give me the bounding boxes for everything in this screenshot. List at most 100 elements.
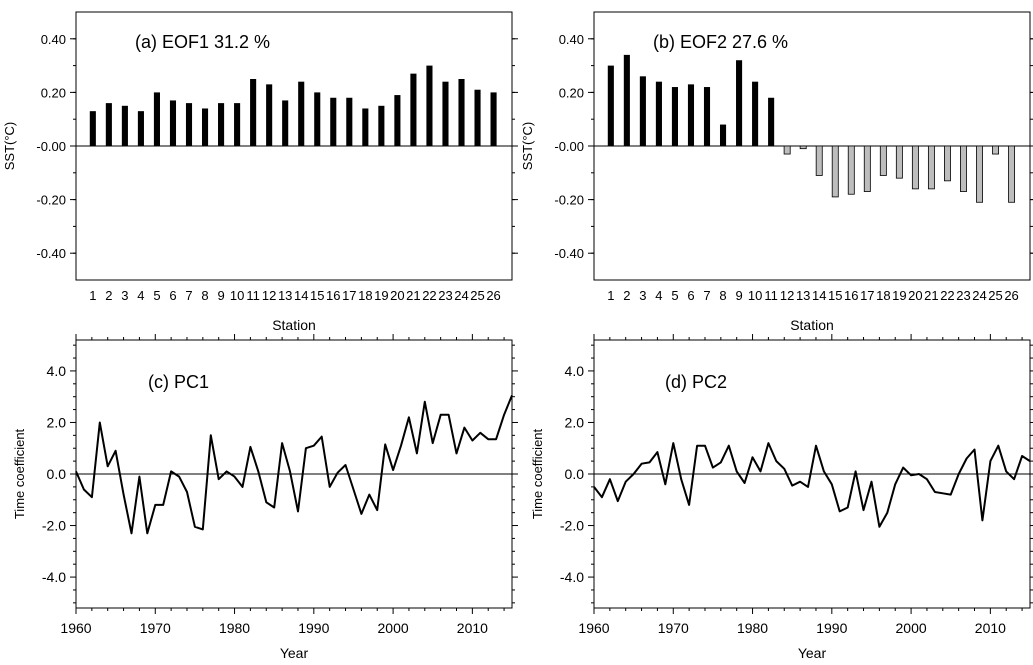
bar-station-23 — [442, 81, 449, 146]
bar-station-17 — [863, 145, 871, 192]
x-tick-label: 2 — [623, 288, 630, 303]
bar-station-3 — [639, 76, 646, 146]
bar-station-16 — [847, 145, 855, 195]
x-tick-label: 10 — [748, 288, 762, 303]
y-axis-label: Time coefficient — [12, 428, 27, 519]
x-tick-label: 2010 — [457, 620, 488, 636]
x-tick-label: 23 — [956, 288, 970, 303]
bar-station-9 — [736, 60, 743, 146]
bar-station-13 — [282, 100, 289, 146]
y-tick-label: 2.0 — [47, 414, 67, 430]
y-tick-label: -0.20 — [36, 193, 66, 208]
y-tick-label: -0.00 — [554, 139, 584, 154]
series-line-d — [593, 442, 1031, 528]
y-tick-label: -2.0 — [42, 518, 66, 534]
x-tick-label: 1980 — [737, 620, 768, 636]
bar-station-26 — [1008, 145, 1016, 203]
bar-station-26 — [490, 92, 497, 146]
bar-station-25 — [992, 145, 999, 155]
x-tick-label: 20 — [390, 288, 404, 303]
bar-station-8 — [201, 108, 209, 146]
x-axis-label: Year — [280, 645, 309, 661]
x-tick-label: 20 — [908, 288, 922, 303]
bar-station-18 — [879, 145, 887, 176]
bar-station-1 — [607, 65, 614, 146]
bar-station-5 — [671, 87, 678, 146]
x-axis-label: Year — [798, 645, 827, 661]
bar-station-15 — [831, 145, 839, 198]
x-tick-label: 2 — [105, 288, 112, 303]
bar-station-12 — [783, 145, 791, 155]
bar-station-20 — [911, 145, 919, 190]
y-tick-label: -4.0 — [560, 569, 584, 585]
bar-station-10 — [752, 81, 759, 146]
x-tick-label: 18 — [876, 288, 890, 303]
y-tick-label: 2.0 — [565, 414, 585, 430]
bar-station-3 — [121, 105, 128, 146]
x-tick-label: 19 — [374, 288, 388, 303]
y-tick-label: -2.0 — [560, 518, 584, 534]
y-tick-label: 0.20 — [41, 85, 66, 100]
x-tick-label: 8 — [201, 288, 208, 303]
bar-station-25 — [474, 89, 481, 146]
x-tick-label: 11 — [246, 288, 260, 303]
panel-d: 4.0 2.0 0.0 -2.0 -4.0 1960 1970 1980 1990 2000 201… — [530, 334, 1033, 661]
x-tick-label: 26 — [486, 288, 500, 303]
bar-station-5 — [153, 92, 160, 146]
bar-station-14 — [815, 145, 823, 176]
x-tick-label: 5 — [153, 288, 160, 303]
x-tick-label: 25 — [988, 288, 1002, 303]
x-tick-label: 16 — [326, 288, 340, 303]
bar-station-14 — [298, 81, 305, 146]
x-tick-label: 1 — [89, 288, 96, 303]
x-tick-label: 3 — [121, 288, 128, 303]
x-tick-label: 21 — [924, 288, 938, 303]
bar-station-13 — [799, 145, 807, 150]
x-tick-label: 2000 — [896, 620, 927, 636]
x-tick-label: 17 — [860, 288, 874, 303]
y-tick-label: 4.0 — [47, 363, 67, 379]
y-tick-label: 0.40 — [41, 32, 66, 47]
y-axis-label: SST(°C) — [2, 122, 17, 171]
x-tick-label: 2010 — [975, 620, 1006, 636]
x-tick-label: 21 — [406, 288, 420, 303]
x-tick-label: 8 — [719, 288, 726, 303]
panel-a: 0.400.20-0.00-0.20-0.401 2 3 4 5 6 7 8 9 10 11 12 13… — [2, 11, 518, 333]
bar-station-24 — [976, 145, 983, 203]
x-tick-label: 4 — [137, 288, 144, 303]
x-tick-label: 24 — [454, 288, 468, 303]
bar-station-11 — [768, 97, 775, 146]
series-line-c — [75, 395, 513, 535]
bar-station-21 — [410, 73, 417, 146]
x-tick-label: 1990 — [816, 620, 847, 636]
x-tick-label: 23 — [438, 288, 452, 303]
bar-station-12 — [266, 84, 273, 146]
x-tick-label: 14 — [812, 288, 826, 303]
panel-c: 4.0 2.0 0.0 -2.0 -4.0 1960 1970 1980 1990 2000 201… — [12, 334, 518, 661]
x-tick-label: 18 — [358, 288, 372, 303]
x-tick-label: 3 — [639, 288, 646, 303]
x-tick-label: 17 — [342, 288, 356, 303]
bar-station-7 — [185, 103, 193, 146]
chart-title: (a) EOF1 31.2 % — [135, 32, 270, 52]
x-tick-label: 7 — [703, 288, 710, 303]
chart-title: (b) EOF2 27.6 % — [653, 32, 788, 52]
x-tick-label: 11 — [764, 288, 778, 303]
y-tick-label: -0.40 — [36, 246, 66, 261]
x-tick-label: 24 — [972, 288, 986, 303]
bar-station-21 — [927, 145, 935, 190]
x-tick-label: 25 — [470, 288, 484, 303]
x-tick-label: 16 — [844, 288, 858, 303]
x-tick-label: 1990 — [298, 620, 329, 636]
y-tick-label: -0.20 — [554, 193, 584, 208]
x-tick-label: 5 — [671, 288, 678, 303]
y-tick-label: -0.00 — [36, 139, 66, 154]
x-tick-label: 22 — [422, 288, 436, 303]
x-tick-label: 19 — [892, 288, 906, 303]
x-tick-label: 7 — [185, 288, 192, 303]
x-tick-label: 22 — [940, 288, 954, 303]
bar-station-7 — [703, 87, 711, 146]
x-axis-label: Station — [790, 317, 834, 333]
y-tick-label: 0.20 — [559, 85, 584, 100]
